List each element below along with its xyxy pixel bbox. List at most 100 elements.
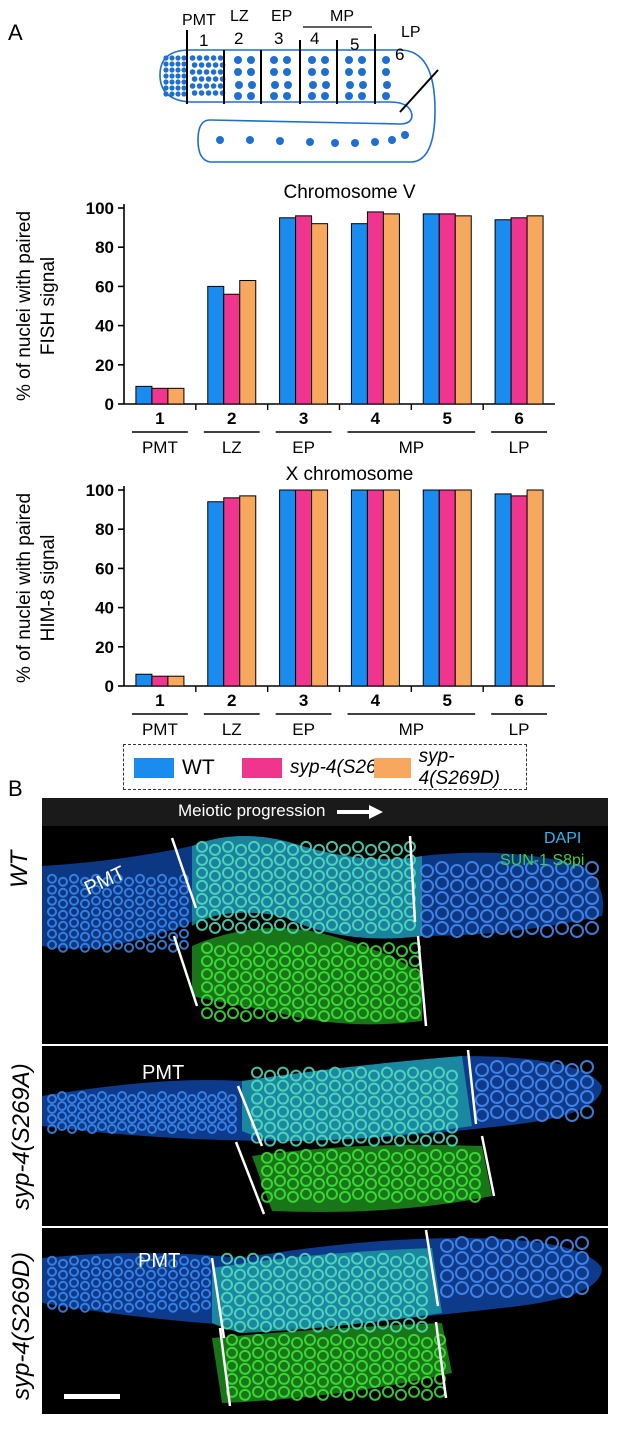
schematic-nucleus [163,61,169,67]
micrograph-wt-image [42,835,604,1027]
nucleus-dot [339,882,351,895]
nucleus-dot [299,1304,311,1317]
stage-label: LP [509,438,530,457]
nucleus-dot [107,1104,117,1114]
nucleus-dot [407,1105,419,1118]
nucleus-dot [368,1069,380,1082]
nucleus-dot [157,884,167,895]
nucleus-dot [510,894,524,908]
nucleus-dot [394,1134,406,1147]
nucleus-dot [408,1346,420,1359]
nucleus-dot [102,876,112,887]
nucleus-dot [251,1105,263,1118]
nucleus-dot [391,856,403,869]
nucleus-dot [420,1108,432,1121]
nucleus-dot [248,918,260,931]
nucleus-dot [207,1124,217,1134]
nucleus-dot [443,1190,455,1203]
nucleus-dot [390,1320,402,1333]
nucleus-dot [299,1278,311,1291]
nucleus-dot [157,1255,167,1266]
nucleus-dot [304,1372,316,1385]
nucleus-dot [378,892,390,905]
nucleus-dot [207,1094,217,1104]
nucleus-dot [299,1265,311,1278]
nucleus-dot [117,1111,127,1121]
nucleus-dot [234,1268,246,1281]
nucleus-dot [167,1124,177,1134]
nucleus-dot [47,1114,57,1124]
nucleus-dot [69,906,79,917]
schematic-nucleus [283,56,291,64]
nucleus-dot [227,1104,237,1114]
nucleus-dot [265,1362,277,1375]
nucleus-dot [222,840,234,853]
nucleus-dot [179,906,189,917]
nucleus-dot [365,1164,377,1177]
nucleus-dot [394,1069,406,1082]
nucleus-dot [113,873,123,884]
nucleus-dot [351,1291,363,1304]
nucleus-dot [124,876,134,887]
nucleus-dot [77,1111,87,1121]
nucleus-dot [157,906,167,917]
bar [350,489,368,687]
nucleus-dot [560,1269,574,1283]
nucleus-dot [286,1268,298,1281]
nucleus-dot [235,908,247,921]
nucleus-dot [355,1131,367,1144]
nucleus-dot [278,1359,290,1372]
nucleus-dot [510,909,524,923]
nucleus-dot [456,1187,468,1200]
nucleus-dot [299,1317,311,1330]
nucleus-dot [313,1190,325,1203]
nucleus-dot [102,1269,112,1280]
nucleus-dot [318,945,330,958]
nucleus-dot [470,1269,484,1283]
nucleus-dot [381,1131,393,1144]
nucleus-dot [135,1277,145,1288]
schematic-nucleus [217,83,224,89]
nucleus-dot [318,971,330,984]
nucleus-dot [277,1105,289,1118]
nucleus-dot [157,939,167,950]
nucleus-dot [57,1091,67,1101]
schematic-nucleus [169,91,175,97]
schematic-nucleus [163,73,169,79]
nucleus-dot [500,1239,514,1253]
bar [151,387,169,405]
nucleus-dot [520,1090,534,1104]
schematic-nucleus [383,81,391,89]
nucleus-dot [222,905,234,918]
nucleus-dot [91,873,101,884]
nucleus-dot [113,1299,123,1310]
nucleus-dot [520,1075,534,1089]
nucleus-dot [240,997,252,1010]
x-chromosome-chart: X chromosome % of nuclei with paired HIM-8… [14,464,555,739]
nucleus-dot [369,1362,381,1375]
nucleus-dot [168,931,178,942]
nucleus-dot [396,1010,408,1023]
schematic-nucleus [181,55,187,61]
nucleus-dot [287,921,299,934]
nucleus-dot [421,1388,433,1401]
nucleus-dot [396,945,408,958]
nucleus-dot [227,981,239,994]
nucleus-dot [365,843,377,856]
nucleus-dot [316,1121,328,1134]
nucleus-dot [330,1346,342,1359]
nucleus-dot [391,882,403,895]
nucleus-dot [312,1255,324,1268]
nucleus-dot [135,873,145,884]
nucleus-dot [365,908,377,921]
nucleus-dot [214,945,226,958]
nucleus-dot [227,1094,237,1104]
nucleus-dot [407,1079,419,1092]
nucleus-dot [292,984,304,997]
schematic-nucleus [401,131,409,139]
nucleus-dot [357,942,369,955]
schematic-nucleus [359,81,367,89]
nucleus-dot [261,1164,273,1177]
nucleus-dot [227,1124,237,1134]
schematic-nucleus [163,79,169,85]
